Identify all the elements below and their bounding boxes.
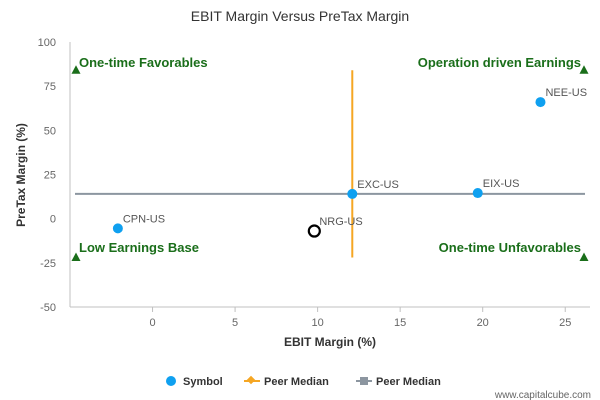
quadrant-triangle-marker bbox=[71, 252, 81, 262]
data-label-eix-us: EIX-US bbox=[483, 178, 520, 190]
data-point-nee-us[interactable] bbox=[535, 97, 546, 108]
quadrant-label-bottom-left: Low Earnings Base bbox=[79, 240, 199, 255]
y-axis-title: PreTax Margin (%) bbox=[14, 123, 28, 227]
legend-circle-marker bbox=[166, 376, 176, 386]
y-tick-label: 75 bbox=[44, 81, 56, 93]
quadrant-label-top-left: One-time Favorables bbox=[79, 55, 208, 70]
legend: Symbol Peer Median Peer Median bbox=[166, 375, 441, 388]
legend-item-peer-median-pretax[interactable]: Peer Median bbox=[356, 376, 441, 388]
y-tick-label: 50 bbox=[44, 125, 56, 137]
x-tick-label: 25 bbox=[559, 317, 571, 329]
y-tick-label: -50 bbox=[40, 302, 56, 314]
x-tick-label: 10 bbox=[311, 317, 323, 329]
y-tick-label: 0 bbox=[50, 214, 56, 226]
quadrant-label-bottom-right: One-time Unfavorables bbox=[439, 240, 581, 255]
legend-diamond-marker bbox=[246, 375, 256, 385]
legend-item-peer-median-ebit[interactable]: Peer Median bbox=[244, 375, 329, 388]
data-point-eix-us[interactable] bbox=[472, 188, 483, 199]
quadrant-triangle-marker bbox=[579, 65, 589, 74]
data-label-nrg-us: NRG-US bbox=[319, 216, 362, 228]
x-tick-label: 5 bbox=[232, 317, 238, 329]
quadrant-triangle-marker bbox=[71, 65, 81, 74]
x-axis-title: EBIT Margin (%) bbox=[284, 335, 376, 349]
legend-label-symbol: Symbol bbox=[183, 376, 223, 388]
median-lines bbox=[75, 70, 585, 258]
x-axis-ticks: 0 5 10 15 20 25 bbox=[149, 307, 571, 329]
legend-square-marker bbox=[360, 377, 368, 385]
legend-label-peer-median-2: Peer Median bbox=[376, 376, 441, 388]
legend-item-symbol[interactable]: Symbol bbox=[166, 376, 223, 388]
y-tick-label: -25 bbox=[40, 258, 56, 270]
data-point-nrg-us[interactable] bbox=[307, 224, 321, 238]
legend-label-peer-median-1: Peer Median bbox=[264, 376, 329, 388]
y-axis-ticks: 100 75 50 25 0 -25 -50 bbox=[38, 37, 56, 314]
data-label-nee-us: NEE-US bbox=[545, 87, 587, 99]
data-points: NEE-US EXC-US EIX-US CPN-US NRG-US bbox=[112, 87, 587, 238]
quadrant-triangle-marker bbox=[579, 252, 589, 262]
quadrant-label-top-right: Operation driven Earnings bbox=[418, 55, 581, 70]
x-tick-label: 20 bbox=[477, 317, 489, 329]
axes bbox=[69, 42, 590, 308]
watermark: www.capitalcube.com bbox=[494, 390, 591, 400]
x-tick-label: 0 bbox=[149, 317, 155, 329]
data-point-cpn-us[interactable] bbox=[112, 223, 123, 234]
y-tick-label: 25 bbox=[44, 170, 56, 182]
data-point-exc-us[interactable] bbox=[347, 188, 358, 199]
x-tick-label: 15 bbox=[394, 317, 406, 329]
data-label-exc-us: EXC-US bbox=[357, 179, 399, 191]
quadrant-markers bbox=[71, 65, 589, 262]
y-tick-label: 100 bbox=[38, 37, 56, 49]
chart-title: EBIT Margin Versus PreTax Margin bbox=[191, 8, 409, 24]
data-label-cpn-us: CPN-US bbox=[123, 213, 165, 225]
